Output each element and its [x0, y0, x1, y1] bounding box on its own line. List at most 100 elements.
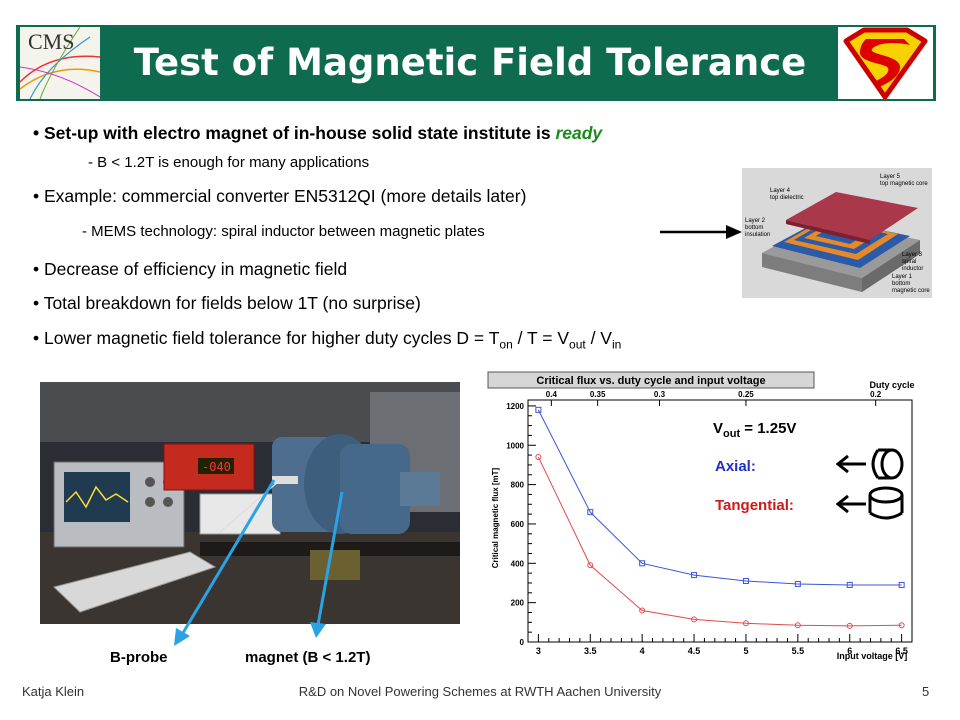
- data-point-axial: [794, 580, 801, 587]
- layer2-desc: bottom: [745, 225, 763, 231]
- x-tick-label: 3.5: [584, 646, 597, 656]
- x-tick-label: 4: [640, 646, 645, 656]
- top-tick-label: 0.4: [546, 390, 558, 399]
- chart-title: Critical flux vs. duty cycle and input v…: [536, 375, 765, 387]
- y-axis-label: Critical magnetic flux [mT]: [491, 467, 500, 568]
- plot-frame: [527, 399, 913, 643]
- footer-author: Katja Klein: [22, 684, 85, 699]
- top-axis-label: Duty cycle: [869, 380, 914, 390]
- bullet-example: • Example: commercial converter EN5312QI…: [33, 186, 527, 206]
- top-tick-label: 0.35: [590, 390, 606, 399]
- vout-annotation: Vout = 1.25V: [713, 420, 796, 440]
- b-probe-label: B-probe: [110, 649, 168, 666]
- legend-axial: Axial:: [715, 458, 756, 475]
- mems-inductor-diagram: Layer 5 top magnetic core Layer 4 top di…: [742, 168, 932, 298]
- b-probe-arrowhead: [174, 628, 190, 646]
- data-point-tangential: [794, 622, 801, 629]
- data-point-tangential: [691, 616, 698, 623]
- top-tick-label: 0.3: [654, 390, 666, 399]
- sub-bullet-mems: - MEMS technology: spiral inductor betwe…: [82, 223, 485, 240]
- data-point-axial: [691, 572, 698, 579]
- series-layer: [535, 406, 905, 629]
- bullet-efficiency-text: Decrease of efficiency in magnetic field: [44, 259, 348, 279]
- y-axis-ticks: 0 200 400 600 800 1000 1200: [506, 402, 536, 647]
- layer2-label: Layer 2: [745, 218, 766, 224]
- top-tick-label: 0.2: [870, 390, 882, 399]
- y-tick-label: 800: [511, 481, 525, 490]
- data-point-axial: [742, 578, 749, 585]
- layer5-desc: top magnetic core: [880, 181, 928, 187]
- layer2-desc2: insulation: [745, 232, 770, 238]
- vout-sub: out: [723, 428, 741, 440]
- x-tick-label: 6.5: [895, 646, 908, 656]
- data-point-tangential: [742, 620, 749, 627]
- data-point-axial: [639, 560, 646, 567]
- sub-bullet-b-field: - B < 1.2T is enough for many applicatio…: [88, 154, 370, 171]
- layer3-desc2: inductor: [902, 266, 923, 272]
- y-tick-label: 0: [520, 638, 525, 647]
- svg-text:-040: -040: [202, 460, 231, 474]
- arrow-right-icon: [660, 225, 742, 239]
- legend-tangential: Tangential:: [715, 497, 794, 514]
- sub-in: in: [611, 337, 622, 352]
- magnet-arrowhead: [310, 622, 326, 638]
- vout-value: = 1.25V: [740, 420, 797, 437]
- layer3-label: Layer 3: [902, 252, 923, 258]
- axial-cylinder-icon: [871, 448, 904, 480]
- bullet-example-text: Example: commercial converter EN5312QI (…: [44, 186, 527, 206]
- top-tick-label: 0.25: [738, 390, 754, 399]
- lab-setup-photo: -040: [40, 382, 460, 624]
- series-line-axial: [537, 409, 902, 586]
- data-point-axial: [587, 509, 594, 516]
- vout-v: V: [713, 420, 724, 437]
- y-tick-label: 400: [511, 559, 525, 568]
- sub-out: out: [569, 337, 586, 352]
- y-tick-label: 200: [511, 599, 525, 608]
- layer5-label: Layer 5: [880, 174, 901, 180]
- superman-shield-icon: [838, 27, 933, 100]
- magnet-label: magnet (B < 1.2T): [245, 649, 371, 666]
- layer1-label: Layer 1: [892, 274, 913, 280]
- x-axis-label: Input voltage [V]: [837, 651, 908, 661]
- x-axis-ticks: 3 3.5 4 4.5 5 5.5 6 6.5: [536, 634, 908, 656]
- bullet-setup-text: Set-up with electro magnet of in-house s…: [44, 123, 556, 143]
- pointer-arrows: [174, 479, 344, 646]
- data-point-axial: [898, 581, 905, 588]
- cms-logo: CMS: [20, 27, 100, 99]
- bullet-duty-cycle-text: Lower magnetic field tolerance for highe…: [44, 328, 500, 348]
- ready-emphasis: ready: [555, 123, 603, 143]
- y-tick-label: 1200: [506, 402, 524, 411]
- data-point-tangential: [587, 562, 594, 569]
- bullet-efficiency: • Decrease of efficiency in magnetic fie…: [33, 259, 348, 279]
- critical-flux-chart: Critical flux vs. duty cycle and input v…: [484, 368, 920, 662]
- data-point-tangential: [898, 622, 905, 629]
- layer4-desc: top dielectric: [770, 195, 804, 201]
- bullet-duty-cycle: • Lower magnetic field tolerance for hig…: [33, 328, 622, 352]
- plot-border: [527, 399, 913, 643]
- top-axis-ticks: 0.4 0.35 0.3 0.25 0.2: [546, 390, 882, 406]
- title-bar: [16, 25, 936, 101]
- layer1-desc2: magnetic core: [892, 288, 930, 294]
- series-line-tangential: [537, 456, 902, 627]
- layer1-desc: bottom: [892, 281, 910, 287]
- data-point-axial: [846, 581, 853, 588]
- bullet-setup: • Set-up with electro magnet of in-house…: [33, 123, 603, 143]
- bullet-breakdown: • Total breakdown for fields below 1T (n…: [33, 293, 421, 313]
- x-tick-label: 3: [536, 646, 541, 656]
- x-tick-label: 5.5: [792, 646, 805, 656]
- layer3-desc: spiral: [902, 259, 916, 265]
- footer-title: R&D on Novel Powering Schemes at RWTH Aa…: [298, 684, 662, 699]
- bullet-breakdown-text: Total breakdown for fields below 1T (no …: [43, 293, 421, 313]
- page-title: Test of Magnetic Field Tolerance: [133, 41, 807, 84]
- data-point-tangential: [639, 607, 646, 614]
- data-point-axial: [535, 406, 542, 413]
- y-tick-label: 1000: [506, 441, 524, 450]
- x-tick-label: 6: [847, 646, 852, 656]
- layer4-label: Layer 4: [770, 188, 791, 194]
- data-point-tangential: [846, 622, 853, 629]
- cms-logo-text: CMS: [28, 29, 75, 54]
- x-tick-label: 5: [743, 646, 748, 656]
- eq-mid2: / V: [585, 328, 612, 348]
- eq-mid: / T = V: [512, 328, 570, 348]
- x-tick-label: 4.5: [688, 646, 701, 656]
